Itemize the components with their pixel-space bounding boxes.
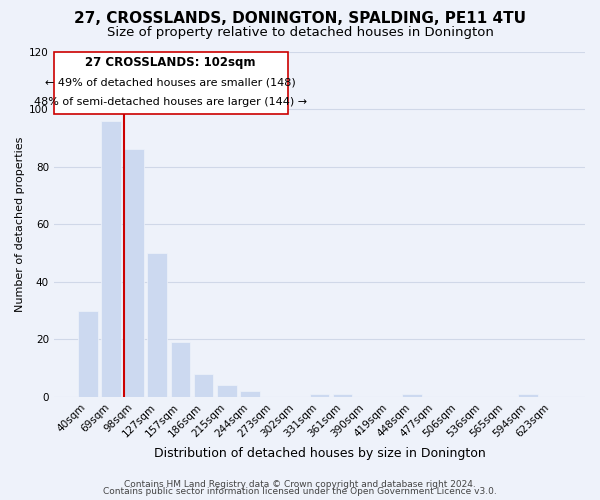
Bar	[240, 391, 260, 397]
Text: 27 CROSSLANDS: 102sqm: 27 CROSSLANDS: 102sqm	[85, 56, 256, 69]
Bar	[310, 394, 329, 397]
Text: ← 49% of detached houses are smaller (148): ← 49% of detached houses are smaller (14…	[45, 78, 296, 88]
FancyBboxPatch shape	[54, 52, 287, 114]
Text: Contains public sector information licensed under the Open Government Licence v3: Contains public sector information licen…	[103, 487, 497, 496]
Text: 48% of semi-detached houses are larger (144) →: 48% of semi-detached houses are larger (…	[34, 98, 307, 108]
Bar	[217, 386, 236, 397]
Bar	[101, 120, 121, 397]
Y-axis label: Number of detached properties: Number of detached properties	[15, 136, 25, 312]
X-axis label: Distribution of detached houses by size in Donington: Distribution of detached houses by size …	[154, 447, 485, 460]
Text: 27, CROSSLANDS, DONINGTON, SPALDING, PE11 4TU: 27, CROSSLANDS, DONINGTON, SPALDING, PE1…	[74, 11, 526, 26]
Bar	[170, 342, 190, 397]
Bar	[148, 253, 167, 397]
Bar	[333, 394, 352, 397]
Bar	[402, 394, 422, 397]
Bar	[78, 310, 98, 397]
Bar	[518, 394, 538, 397]
Bar	[194, 374, 214, 397]
Text: Size of property relative to detached houses in Donington: Size of property relative to detached ho…	[107, 26, 493, 39]
Text: Contains HM Land Registry data © Crown copyright and database right 2024.: Contains HM Land Registry data © Crown c…	[124, 480, 476, 489]
Bar	[124, 150, 144, 397]
